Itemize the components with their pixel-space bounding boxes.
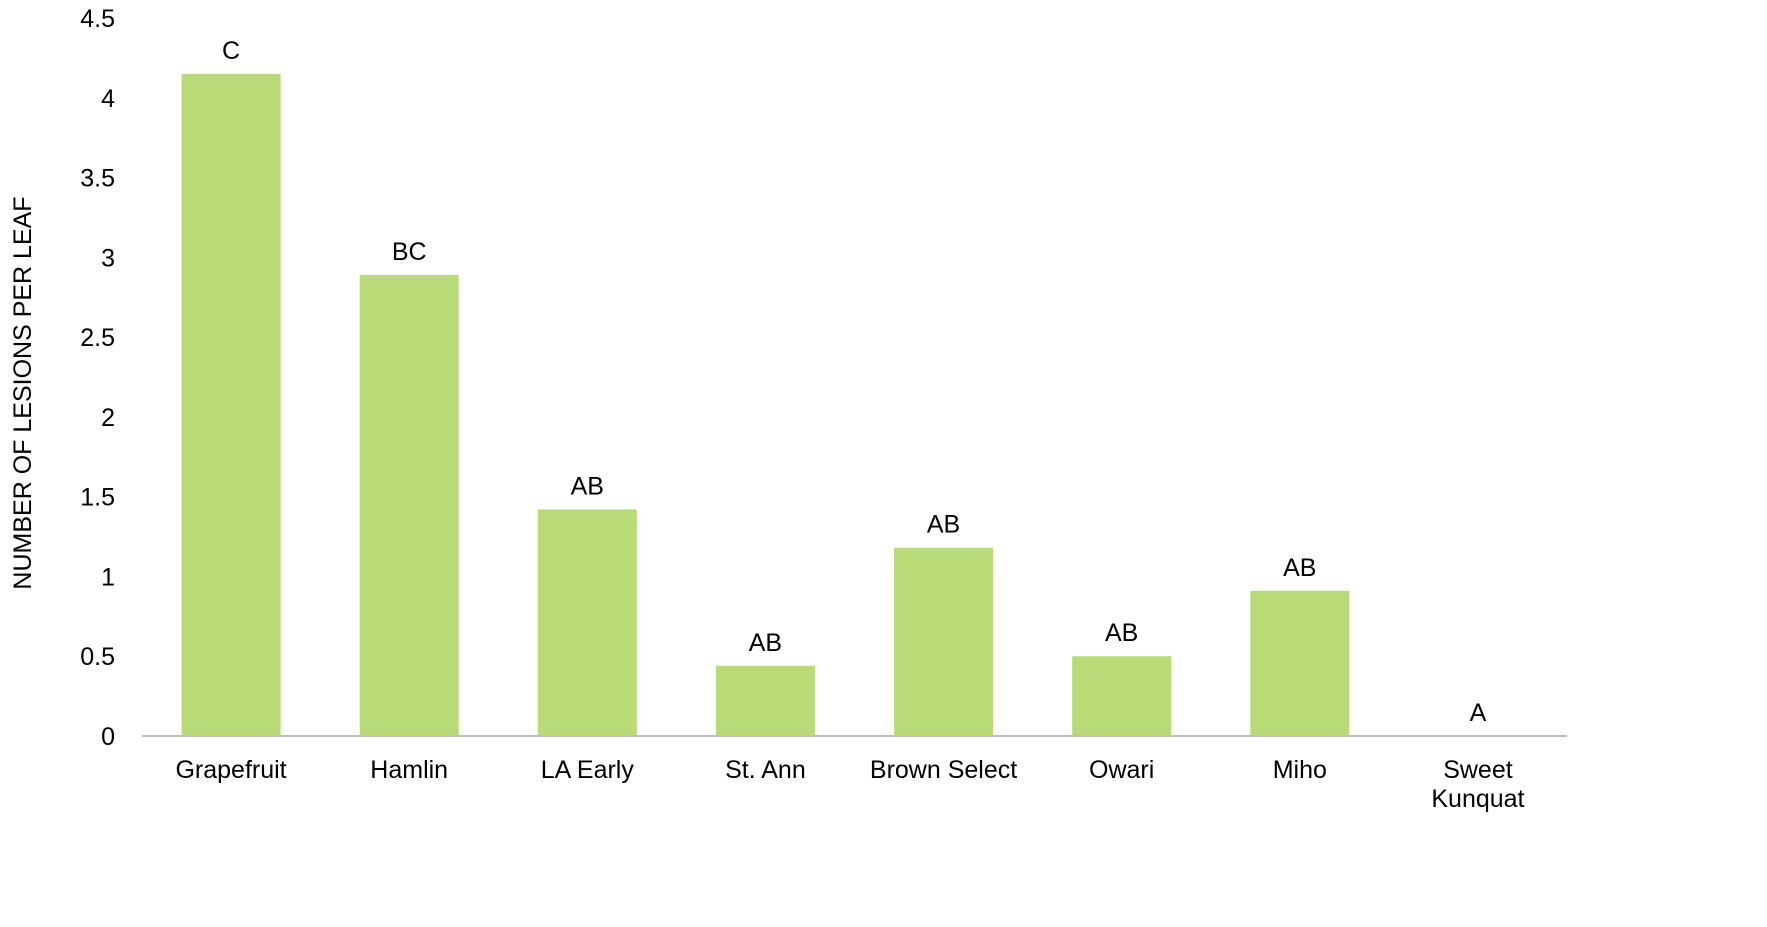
y-tick-label: 2 bbox=[101, 404, 115, 432]
y-tick-label: 0.5 bbox=[80, 643, 115, 671]
y-axis-title: NUMBER OF LESIONS PER LEAF bbox=[9, 196, 37, 589]
x-tick-label-line: Sweet bbox=[1443, 756, 1513, 784]
bar bbox=[715, 665, 815, 736]
bar-annotation: AB bbox=[1105, 619, 1138, 647]
bar-annotation: AB bbox=[749, 629, 782, 657]
bar-annotation: AB bbox=[927, 511, 960, 539]
bar-annotation: AB bbox=[571, 472, 604, 500]
y-tick-label: 0 bbox=[101, 723, 115, 751]
x-tick-label: Sweet Kunquat bbox=[1431, 756, 1524, 813]
bars bbox=[181, 73, 1350, 737]
y-tick-label: 2.5 bbox=[80, 324, 115, 352]
x-tick-label: Miho bbox=[1273, 756, 1327, 784]
x-tick-label: Owari bbox=[1089, 756, 1154, 784]
y-tick-label: 1 bbox=[101, 563, 115, 591]
y-tick-label: 4.5 bbox=[80, 5, 115, 33]
x-axis-labels: Grapefruit Hamlin LA Early St. Ann Brown Sel… bbox=[175, 756, 1524, 813]
bar bbox=[359, 274, 459, 736]
bar bbox=[537, 509, 637, 736]
bar-annotation: AB bbox=[1283, 554, 1316, 582]
bar-annotation: C bbox=[222, 37, 240, 65]
x-tick-label: Hamlin bbox=[370, 756, 448, 784]
y-axis-title-group: NUMBER OF LESIONS PER LEAF bbox=[9, 196, 37, 589]
bar-annotation: BC bbox=[392, 238, 427, 266]
x-tick-label-line: Kunquat bbox=[1431, 785, 1524, 813]
y-tick-label: 3.5 bbox=[80, 165, 115, 193]
x-tick-label: St. Ann bbox=[725, 756, 806, 784]
bar bbox=[894, 547, 994, 736]
x-tick-label: Brown Select bbox=[870, 756, 1017, 784]
bar bbox=[1072, 656, 1172, 736]
y-tick-label: 1.5 bbox=[80, 484, 115, 512]
bar bbox=[181, 73, 281, 737]
bar bbox=[1250, 590, 1350, 736]
y-tick-label: 3 bbox=[101, 244, 115, 272]
data-labels: C BC AB AB AB AB AB A bbox=[222, 37, 1487, 727]
y-axis-ticks: 0 0.5 1 1.5 2 2.5 3 3.5 4 4.5 bbox=[80, 5, 115, 751]
bar-annotation: A bbox=[1470, 699, 1487, 727]
x-tick-label: Grapefruit bbox=[175, 756, 286, 784]
y-tick-label: 4 bbox=[101, 85, 115, 113]
x-tick-label: LA Early bbox=[541, 756, 635, 784]
